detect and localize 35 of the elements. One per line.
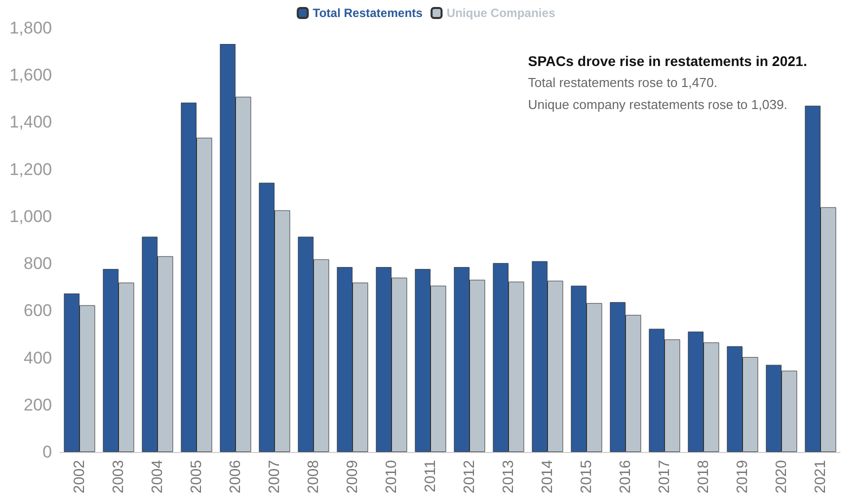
y-tick-label: 200 — [24, 395, 52, 414]
annotation: Unique company restatements rose to 1,039. — [528, 96, 788, 114]
annotation: SPACs drove rise in restatements in 2021. — [528, 52, 808, 71]
x-tick-label: 2003 — [110, 460, 127, 494]
x-tick-label: 2007 — [266, 460, 283, 494]
y-tick-label: 1,600 — [9, 66, 52, 85]
x-tick-label: 2013 — [500, 460, 517, 494]
y-tick-label: 1,400 — [9, 112, 52, 132]
x-tick-label: 2005 — [188, 460, 205, 494]
x-tick-label: 2004 — [149, 460, 166, 494]
x-tick-label: 2011 — [422, 460, 439, 492]
x-tick-label: 2006 — [227, 460, 244, 494]
x-tick-label: 2018 — [695, 460, 712, 494]
y-tick-label: 1,200 — [9, 160, 52, 179]
x-tick-label: 2014 — [539, 460, 556, 494]
y-tick-label: 0 — [42, 442, 52, 462]
x-tick-label: 2008 — [305, 460, 322, 494]
y-tick-label: 600 — [24, 301, 52, 320]
y-tick-label: 1,800 — [9, 18, 52, 38]
x-tick-label: 2012 — [461, 460, 478, 494]
x-tick-label: 2002 — [71, 460, 88, 494]
legend-label: Total Restatements — [312, 6, 423, 20]
x-tick-label: 2016 — [617, 460, 634, 494]
y-tick-label: 400 — [24, 348, 52, 368]
y-tick-label: 800 — [24, 254, 52, 274]
legend-label: Unique Companies — [446, 6, 556, 20]
x-tick-label: 2010 — [383, 460, 400, 494]
annotation: Total restatements rose to 1,470. — [528, 74, 718, 92]
x-tick-label: 2009 — [344, 460, 361, 494]
x-tick-label: 2021 — [812, 460, 829, 494]
x-tick-label: 2015 — [578, 460, 595, 494]
x-tick-label: 2019 — [734, 460, 751, 494]
x-tick-label: 2020 — [773, 460, 790, 494]
y-tick-label: 1,000 — [9, 206, 52, 226]
x-tick-label: 2017 — [656, 460, 673, 494]
